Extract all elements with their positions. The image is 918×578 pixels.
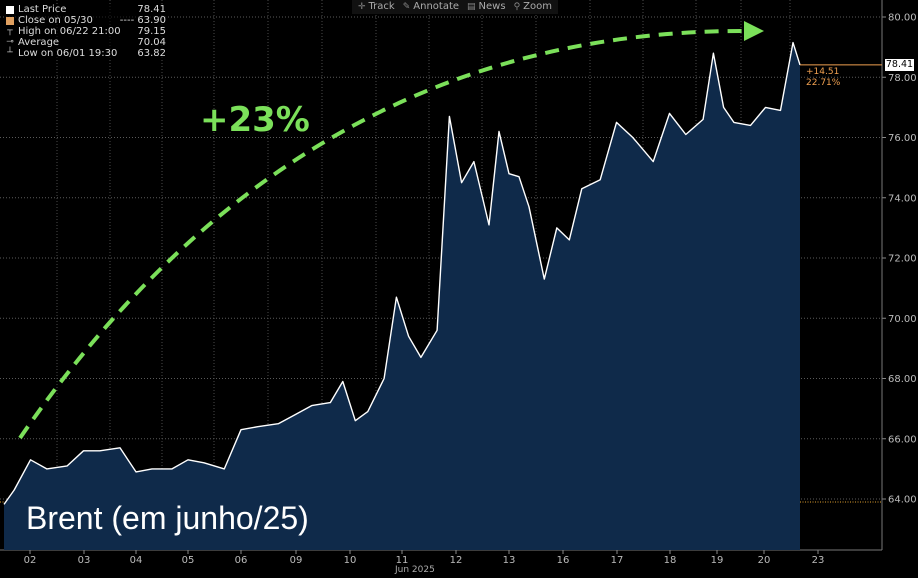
news-label: News [478,1,506,12]
x-tick-label: 03 [78,555,91,566]
x-tick-label: 17 [611,555,624,566]
high-marker-icon: ┬ [7,26,13,36]
x-tick-label: 11 [396,555,409,566]
x-tick-label: 19 [711,555,724,566]
x-tick-label: 05 [182,555,195,566]
chart-toolbar: ✛ Track ✎ Annotate ▤ News ⚲ Zoom [352,0,558,14]
legend-value: 78.41 [137,4,166,15]
y-tick-label: 64.00 [888,495,917,506]
x-tick-label: 10 [344,555,357,566]
price-area-fill [4,42,800,550]
zoom-label: Zoom [523,1,552,12]
y-tick-label: 72.00 [888,254,917,265]
price-legend: Last Price 78.41 Close on 05/30 ---- 63.… [6,4,166,59]
legend-row-average: ⊸ Average 70.04 [6,37,166,48]
zoom-button[interactable]: ⚲ Zoom [514,0,552,14]
news-icon: ▤ [467,2,476,12]
legend-label: Close on 05/30 [18,15,93,26]
low-marker-icon: ┴ [7,48,13,58]
last-price-tag: 78.41 [885,59,914,71]
y-tick-label: 70.00 [888,314,917,325]
legend-value: 70.04 [137,37,166,48]
y-tick-label: 68.00 [888,374,917,385]
legend-value: 63.82 [137,48,166,59]
legend-value: 79.15 [137,26,166,37]
track-button[interactable]: ✛ Track [358,0,395,14]
legend-label: Last Price [18,4,67,15]
x-tick-label: 12 [450,555,463,566]
chart-title: Brent (em junho/25) [26,500,309,536]
y-tick-label: 66.00 [888,434,917,445]
change-percent: 22.71% [806,78,841,88]
pencil-icon: ✎ [402,2,411,12]
x-tick-label: 23 [812,555,825,566]
x-tick-label: 06 [235,555,248,566]
annotate-button[interactable]: ✎ Annotate [403,0,459,14]
y-tick-label: 74.00 [888,193,917,204]
legend-row-last-price: Last Price 78.41 [6,4,166,15]
change-readout: +14.51 22.71% [806,67,840,89]
change-absolute: +14.51 [806,67,840,77]
y-tick-label: 80.00 [888,13,917,24]
legend-label: Low on 06/01 19:30 [18,48,118,59]
news-button[interactable]: ▤ News [467,0,506,14]
x-tick-label: 02 [24,555,37,566]
legend-label: Average [18,37,60,48]
y-tick-label: 78.00 [888,73,917,84]
average-marker-icon: ⊸ [6,37,14,47]
legend-row-low: ┴ Low on 06/01 19:30 63.82 [6,48,166,59]
x-tick-label: 18 [664,555,677,566]
trend-arrow-head-icon [744,21,764,41]
last-price-swatch [6,5,14,14]
trend-arrow-path [18,28,746,440]
x-tick-label: 13 [503,555,516,566]
x-tick-label: 09 [290,555,303,566]
percent-change-annotation: +23% [200,100,310,140]
zoom-icon: ⚲ [513,2,521,12]
track-label: Track [368,1,395,12]
x-tick-label: 20 [758,555,771,566]
legend-row-high: ┬ High on 06/22 21:00 79.15 [6,26,166,37]
legend-row-close: Close on 05/30 ---- 63.90 [6,15,166,26]
close-swatch [6,16,14,25]
x-axis-month-label: Jun 2025 [395,565,435,575]
y-tick-label: 76.00 [888,133,917,144]
x-tick-label: 04 [130,555,143,566]
annotate-label: Annotate [413,1,460,12]
price-line [3,41,801,505]
x-tick-label: 16 [557,555,570,566]
legend-label: High on 06/22 21:00 [18,26,121,37]
legend-value: ---- 63.90 [119,15,166,26]
crosshair-icon: ✛ [358,2,366,12]
